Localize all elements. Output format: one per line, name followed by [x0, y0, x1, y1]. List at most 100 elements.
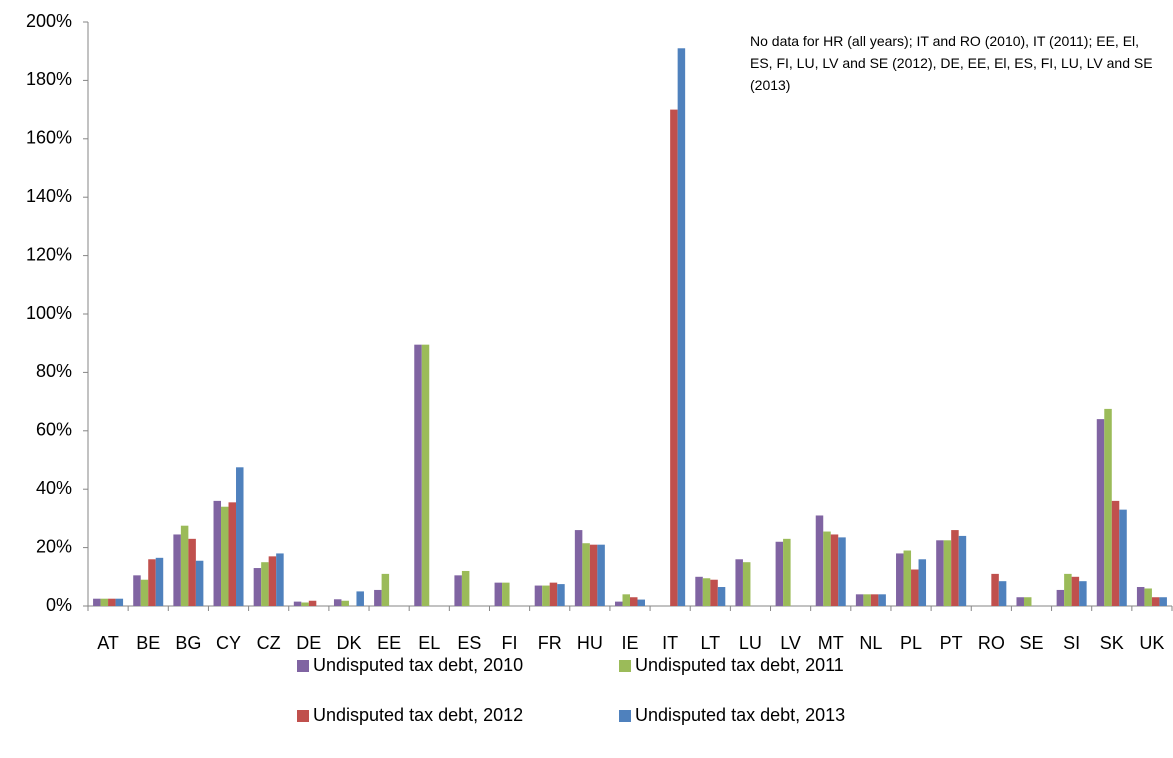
bar: [374, 589, 382, 606]
bar: [702, 578, 711, 606]
bar: [549, 582, 558, 606]
bar: [461, 570, 470, 606]
bar: [100, 598, 109, 606]
bar: [710, 579, 718, 606]
bar: [93, 598, 101, 606]
bar: [276, 553, 284, 606]
x-tick-label: IE: [621, 633, 638, 653]
x-tick-label: DE: [296, 633, 321, 653]
bar: [742, 562, 751, 606]
bar: [308, 600, 317, 606]
bar: [735, 559, 743, 606]
bar: [582, 543, 590, 606]
bar: [783, 538, 791, 606]
legend-label: Undisputed tax debt, 2012: [313, 705, 523, 725]
bar: [911, 569, 919, 606]
bar: [589, 544, 598, 606]
x-tick-label: BG: [175, 633, 201, 653]
bar: [421, 344, 430, 606]
bar: [958, 535, 967, 606]
x-tick-label: IT: [662, 633, 678, 653]
bar: [261, 562, 269, 606]
bar: [1096, 419, 1105, 606]
bar: [268, 556, 277, 606]
y-tick-label: 80%: [36, 361, 72, 381]
bar: [870, 594, 879, 606]
y-tick-label: 200%: [26, 11, 72, 31]
bar: [951, 530, 959, 606]
bar: [228, 502, 237, 606]
x-tick-label: ES: [457, 633, 481, 653]
bar: [597, 544, 605, 606]
bar: [1071, 576, 1080, 606]
bar: [1151, 597, 1160, 606]
bar: [1159, 597, 1167, 606]
x-tick-label: AT: [97, 633, 119, 653]
x-tick-label: EE: [377, 633, 401, 653]
bar: [1104, 408, 1112, 606]
bar: [333, 599, 342, 606]
bar: [670, 109, 678, 606]
x-tick-label: NL: [859, 633, 882, 653]
x-tick-label: SI: [1063, 633, 1080, 653]
bar: [878, 594, 886, 606]
x-tick-label: EL: [418, 633, 440, 653]
bar: [108, 598, 116, 606]
bar: [341, 600, 349, 606]
x-tick-label: PL: [900, 633, 922, 653]
bar: [1079, 581, 1087, 606]
bar: [574, 530, 583, 606]
bar: [1056, 589, 1065, 606]
bar: [863, 594, 871, 606]
legend-swatch: [297, 710, 309, 722]
bar: [1111, 500, 1120, 606]
bar: [140, 579, 149, 606]
bar: [717, 587, 726, 606]
bar: [173, 534, 181, 606]
legend-label: Undisputed tax debt, 2013: [635, 705, 845, 725]
x-tick-label: LV: [780, 633, 801, 653]
bar: [356, 591, 364, 606]
bar: [1136, 587, 1145, 606]
bar: [943, 540, 952, 606]
bar: [213, 500, 222, 606]
y-tick-label: 120%: [26, 244, 72, 264]
x-tick-label: FR: [538, 633, 562, 653]
y-tick-label: 0%: [46, 595, 72, 615]
bar: [695, 576, 703, 606]
bar: [991, 573, 999, 606]
legend-swatch: [619, 660, 631, 672]
bar: [815, 515, 824, 606]
bar: [502, 582, 510, 606]
bar: [221, 506, 229, 606]
bar: [936, 540, 944, 606]
y-tick-label: 140%: [26, 186, 72, 206]
x-tick-label: UK: [1139, 633, 1164, 653]
legend-swatch: [297, 660, 309, 672]
x-tick-label: SK: [1100, 633, 1124, 653]
legend-swatch: [619, 710, 631, 722]
bar: [454, 575, 462, 606]
bar: [381, 573, 390, 606]
bar: [838, 537, 846, 606]
x-tick-label: DK: [336, 633, 361, 653]
y-tick-label: 100%: [26, 303, 72, 323]
legend-label: Undisputed tax debt, 2010: [313, 655, 523, 675]
bar: [622, 594, 630, 606]
bar: [557, 584, 565, 606]
x-tick-label: LU: [739, 633, 762, 653]
bar: [903, 550, 912, 606]
bar: [188, 538, 196, 606]
bar: [630, 597, 638, 606]
bar: [855, 594, 864, 606]
x-tick-label: SE: [1019, 633, 1043, 653]
bar: [494, 582, 503, 606]
y-tick-label: 20%: [36, 536, 72, 556]
bar: [896, 553, 904, 606]
bar: [1064, 573, 1072, 606]
bar: [775, 541, 784, 606]
bar: [195, 560, 204, 606]
bar: [637, 599, 645, 606]
y-tick-label: 160%: [26, 128, 72, 148]
